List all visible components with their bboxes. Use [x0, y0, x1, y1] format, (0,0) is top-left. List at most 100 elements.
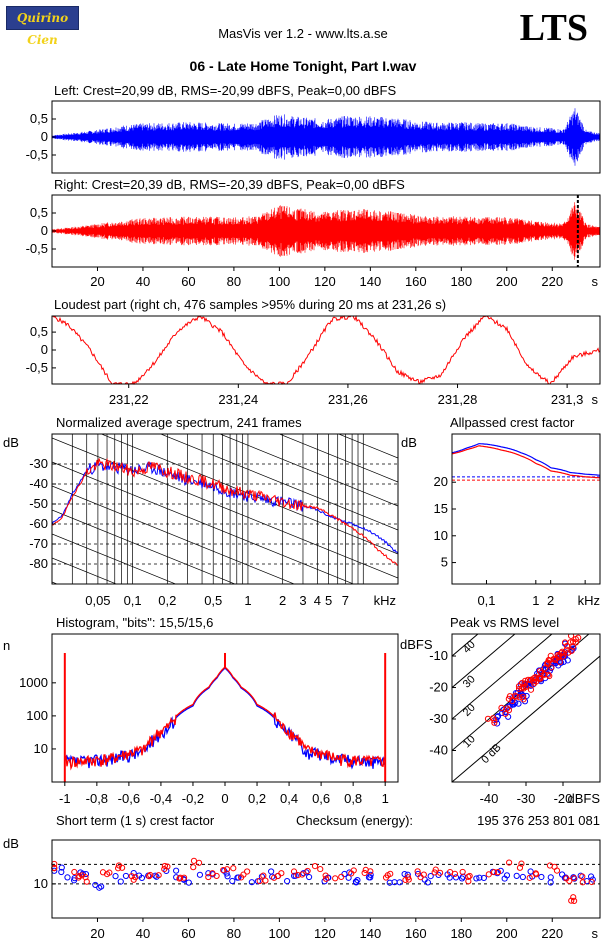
- x-tick-label: 40: [136, 926, 150, 941]
- short-crest-point-left: [291, 872, 298, 879]
- peak-rms-point-right: [572, 636, 579, 643]
- short-crest-point-left: [427, 873, 434, 880]
- short-crest-point-right: [491, 869, 498, 876]
- spectrum-slope-line: [52, 270, 398, 410]
- x-tick-label: 80: [227, 274, 241, 289]
- short-crest-point-right: [161, 865, 168, 873]
- x-tick-label: 5: [325, 593, 332, 608]
- short-crest-point-right: [132, 874, 139, 881]
- short-crest-point-right: [256, 877, 263, 885]
- checksum-label: Checksum (energy):: [296, 813, 413, 828]
- spectrum-slope-line: [100, 434, 398, 555]
- peak-rms-point-right: [541, 671, 548, 678]
- y-tick-label: 0: [41, 342, 48, 357]
- allpassed-frame: [451, 433, 601, 585]
- peak-rms-point-right: [513, 693, 520, 700]
- short-crest-point-right: [146, 873, 153, 880]
- peak-rms-point-left: [523, 692, 530, 700]
- short-crest-point-right: [432, 866, 439, 873]
- short-crest-point-left: [538, 873, 545, 881]
- peak-rms-diagonal: [452, 634, 553, 720]
- short-crest-point-right: [76, 872, 83, 880]
- short-crest-point-right: [290, 868, 298, 875]
- short-crest-point-right: [114, 865, 122, 872]
- peak-rms-point-right: [567, 634, 575, 639]
- loudest-part-line: [51, 314, 601, 386]
- short-crest-point-left: [367, 871, 374, 878]
- spectrum-slope-line: [397, 434, 398, 435]
- short-crest-point-right: [299, 871, 306, 878]
- short-crest-point-right: [350, 867, 357, 874]
- y-tick-label: 10: [434, 528, 448, 543]
- y-tick-label: 0: [41, 223, 48, 238]
- spectrum-slope-line: [52, 461, 355, 584]
- y-tick-label: 10: [34, 876, 48, 891]
- y-tick-label: 0,5: [30, 205, 48, 220]
- peak-rms-diagonal-label: 0 dB: [479, 742, 503, 766]
- short-crest-point-left: [352, 878, 360, 885]
- short-crest-point-right: [240, 871, 247, 878]
- x-tick-label: 100: [269, 926, 291, 941]
- short-crest-point-right: [414, 868, 421, 875]
- x-tick-label: 0,2: [248, 791, 266, 806]
- short-crest-point-left: [205, 870, 212, 877]
- x-tick-label: 200: [496, 926, 518, 941]
- y-tick-label: -0,5: [26, 360, 48, 375]
- x-tick-label: -30: [517, 791, 536, 806]
- spectrum-slope-line: [52, 630, 398, 770]
- short-crest-point-left: [248, 879, 255, 886]
- short-crest-point-right: [361, 869, 368, 877]
- peak-rms-point-right: [504, 705, 511, 712]
- peak-rms-point-right: [520, 693, 527, 701]
- spectrum-slope-line: [337, 434, 398, 459]
- x-tick-label: 180: [450, 926, 472, 941]
- spectrum-slope-line: [52, 485, 296, 584]
- x-unit-label: s: [592, 926, 599, 941]
- short-crest-point-left: [138, 874, 146, 882]
- histogram-series-left: [64, 667, 386, 770]
- short-crest-point-left: [173, 874, 180, 881]
- short-crest-point-right: [128, 873, 135, 880]
- y-tick-label: -80: [29, 556, 48, 571]
- x-tick-label: 20: [90, 926, 104, 941]
- short-crest-point-right: [294, 871, 301, 879]
- short-crest-point-left: [476, 874, 483, 881]
- peak-rms-point-right: [559, 653, 567, 660]
- x-tick-label: 60: [181, 274, 195, 289]
- peak-rms-y-unit: dBFS: [400, 637, 433, 652]
- short-crest-point-left: [185, 879, 192, 886]
- spectrum-slope-line: [52, 198, 398, 338]
- short-crest-point-left: [98, 883, 105, 890]
- short-crest-point-right: [177, 874, 184, 881]
- quirino-logo: Quirino Cien: [6, 6, 79, 47]
- allpassed-y-unit: dB: [401, 435, 417, 450]
- x-tick-label: 180: [450, 274, 472, 289]
- peak-rms-title: Peak vs RMS level: [450, 615, 559, 630]
- short-crest-point-left: [58, 868, 65, 876]
- x-tick-label: -0,2: [182, 791, 204, 806]
- short-crest-point-right: [322, 872, 329, 879]
- x-tick-label: 3: [299, 593, 306, 608]
- short-crest-point-right: [546, 862, 554, 869]
- short-crest-point-left: [519, 873, 526, 881]
- peak-rms-diagonal: [452, 655, 600, 782]
- peak-rms-point-right: [541, 665, 548, 672]
- peak-rms-diagonal-label: 20: [461, 702, 478, 719]
- short-crest-point-right: [516, 864, 524, 871]
- short-crest-point-left: [224, 873, 231, 880]
- short-crest-point-right: [82, 874, 89, 881]
- short-crest-point-right: [262, 877, 269, 884]
- spectrum-slope-line: [52, 222, 398, 362]
- short-crest-point-right: [532, 870, 539, 877]
- x-tick-label: 0,1: [477, 593, 495, 608]
- lts-brand-logo: LTS: [519, 7, 588, 49]
- short-crest-point-left: [345, 874, 352, 881]
- short-crest-point-right: [244, 868, 251, 875]
- file-title: 06 - Late Home Tonight, Part I.wav: [189, 58, 417, 74]
- short-crest-point-left: [558, 871, 566, 878]
- spectrum-series-right: [52, 457, 398, 566]
- short-crest-point-right: [190, 864, 197, 871]
- x-tick-label: -20: [554, 791, 573, 806]
- short-crest-point-left: [473, 875, 480, 882]
- short-crest-point-right: [402, 876, 409, 884]
